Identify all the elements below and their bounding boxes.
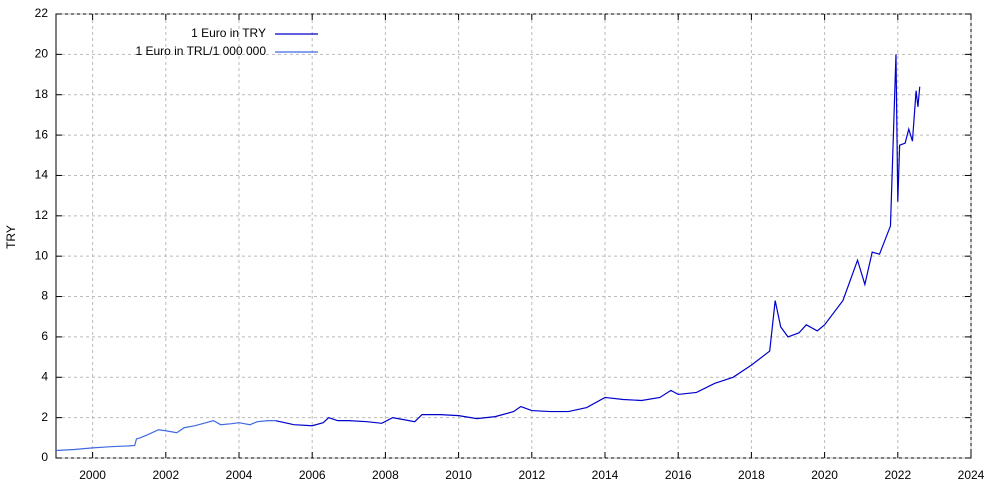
y-tick-label: 10 (35, 248, 49, 262)
x-tick-label: 2018 (738, 468, 765, 482)
x-tick-label: 2000 (79, 468, 106, 482)
y-tick-label: 14 (35, 168, 49, 182)
x-tick-label: 2010 (445, 468, 472, 482)
y-tick-label: 16 (35, 127, 49, 141)
legend-label: 1 Euro in TRY (191, 26, 266, 40)
x-tick-label: 2002 (152, 468, 179, 482)
x-tick-label: 2014 (592, 468, 619, 482)
x-tick-label: 2012 (518, 468, 545, 482)
y-tick-label: 0 (41, 450, 48, 464)
data-line (55, 420, 276, 452)
y-tick-label: 2 (41, 410, 48, 424)
y-tick-label: 20 (35, 47, 49, 61)
y-tick-label: 22 (35, 6, 49, 20)
x-tick-label: 2004 (226, 468, 253, 482)
y-tick-label: 6 (41, 329, 48, 343)
x-tick-label: 2022 (884, 468, 911, 482)
y-tick-label: 12 (35, 208, 49, 222)
y-tick-label: 4 (41, 369, 48, 383)
plot-frame (55, 13, 972, 459)
legend-label: 1 Euro in TRL/1 000 000 (135, 44, 266, 58)
data-line (275, 54, 921, 427)
y-tick-label: 8 (41, 289, 48, 303)
x-tick-label: 2020 (811, 468, 838, 482)
x-tick-label: 2006 (299, 468, 326, 482)
x-tick-label: 2024 (958, 468, 985, 482)
y-tick-label: 18 (35, 87, 49, 101)
x-tick-label: 2008 (372, 468, 399, 482)
x-tick-label: 2016 (665, 468, 692, 482)
y-axis-label: TRY (4, 225, 18, 249)
